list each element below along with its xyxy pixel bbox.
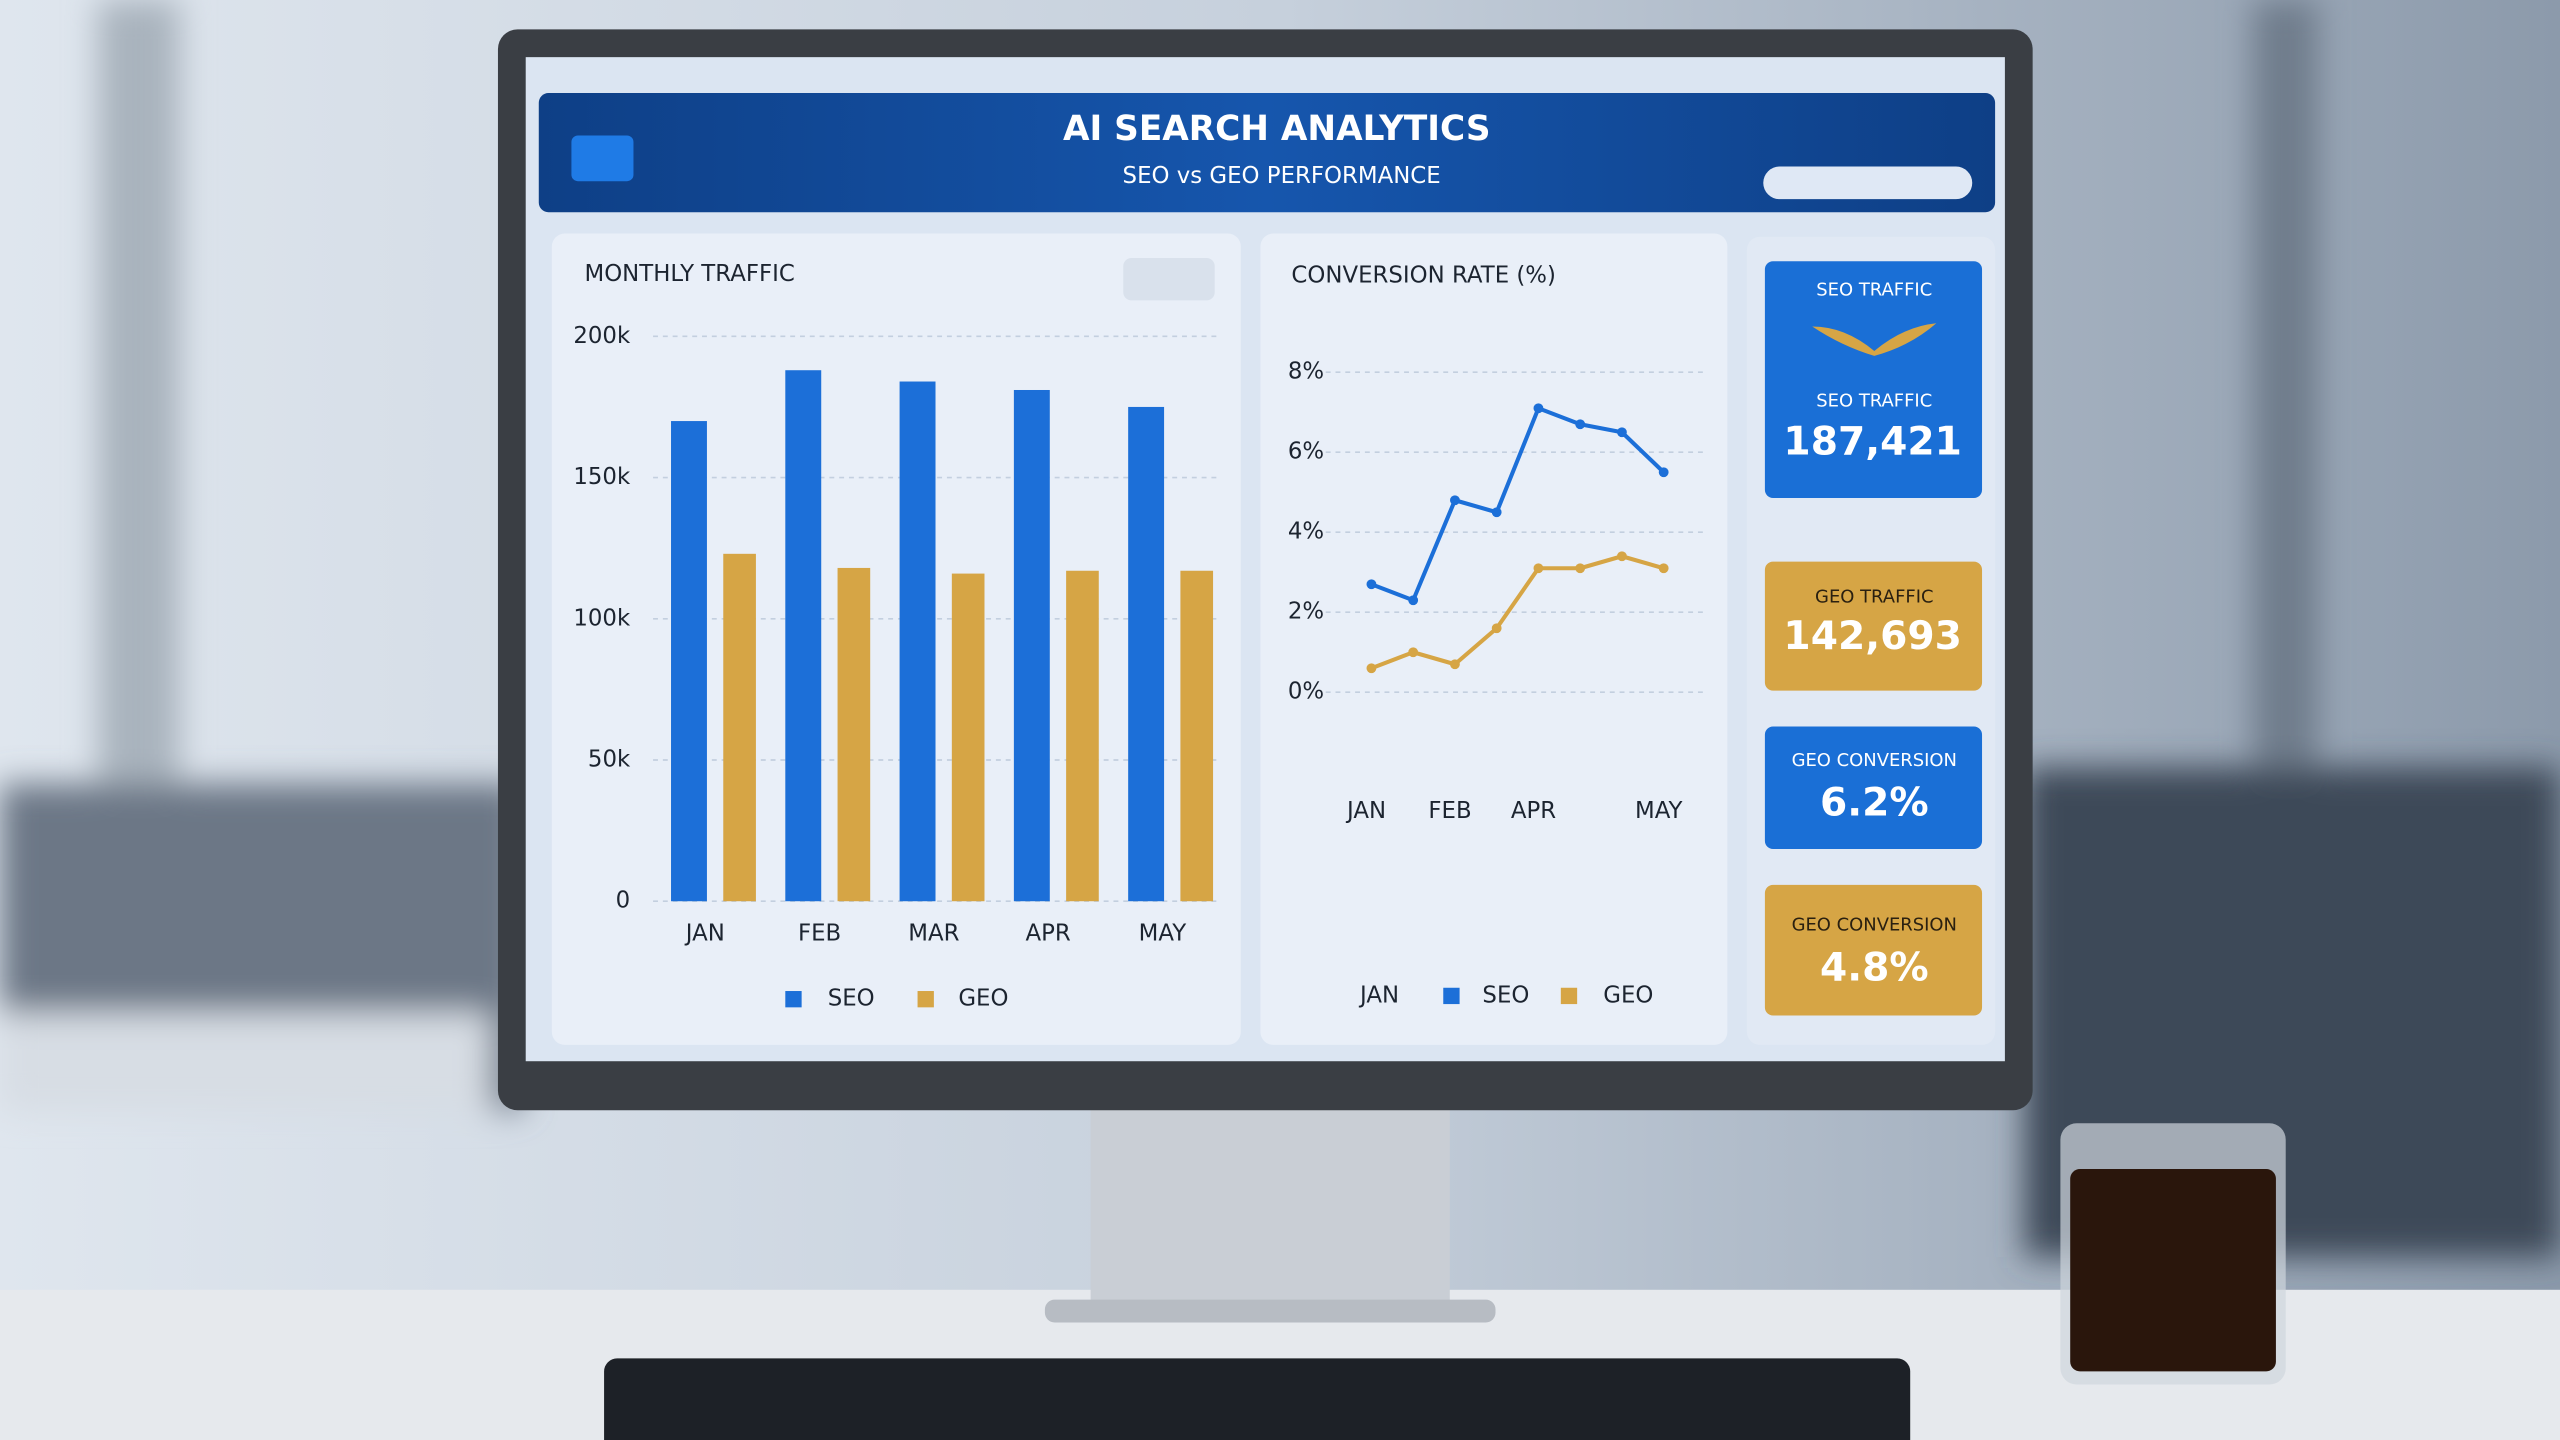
kpi-label: GEO CONVERSION xyxy=(1792,750,1957,771)
bar xyxy=(785,370,822,902)
y-tick-label: 200k xyxy=(573,323,631,349)
x-tick-label: JAN xyxy=(1345,798,1386,824)
kpi-value: 187,421 xyxy=(1783,420,1961,465)
bar xyxy=(837,567,871,902)
x-tick-label: MAY xyxy=(1635,798,1683,824)
legend-label: SEO xyxy=(1482,982,1529,1008)
point xyxy=(1617,427,1627,438)
panel-tools[interactable] xyxy=(1123,257,1215,301)
kpi-value: 6.2% xyxy=(1820,780,1929,825)
point xyxy=(1575,419,1586,430)
legend-swatch xyxy=(917,991,934,1008)
point xyxy=(1408,647,1419,658)
kpi-value: 142,693 xyxy=(1783,614,1961,659)
point xyxy=(1450,495,1460,506)
coffee xyxy=(2070,1168,2276,1372)
monitor-base xyxy=(1044,1299,1496,1323)
panel-title: CONVERSION RATE (%) xyxy=(1291,262,1556,288)
point xyxy=(1658,563,1669,574)
kpi-label: GEO CONVERSION xyxy=(1792,915,1957,936)
x-tick-label: MAR xyxy=(908,920,959,946)
legend-label: GEO xyxy=(958,986,1008,1012)
y-tick-label: 0% xyxy=(1288,679,1324,705)
y-tick-label: 100k xyxy=(573,605,631,631)
bar xyxy=(1066,570,1099,902)
point xyxy=(1366,579,1377,590)
kpi-card xyxy=(1764,726,1983,849)
y-tick-label: 6% xyxy=(1288,439,1324,465)
point xyxy=(1533,563,1544,574)
point xyxy=(1617,551,1627,562)
bar xyxy=(899,381,936,902)
header-controls[interactable] xyxy=(1763,166,1973,200)
panel-title: MONTHLY TRAFFIC xyxy=(584,261,794,287)
legend-label: GEO xyxy=(1603,982,1653,1008)
kpi-card xyxy=(1764,884,1983,1016)
x-tick-label: JAN xyxy=(684,920,725,946)
point xyxy=(1408,595,1419,606)
point xyxy=(1366,663,1377,674)
x-tick-label: FEB xyxy=(798,920,841,946)
keyboard xyxy=(604,1358,1911,1440)
x-tick-label: MAY xyxy=(1139,920,1187,946)
bar xyxy=(671,421,707,902)
y-tick-label: 2% xyxy=(1288,599,1324,625)
x-tick-label: FEB xyxy=(1428,798,1471,824)
x-tick-label: APR xyxy=(1026,920,1071,946)
bar xyxy=(723,553,756,902)
bar xyxy=(951,573,985,902)
x-tick-label: APR xyxy=(1511,798,1556,824)
kpi-value: 4.8% xyxy=(1820,945,1929,990)
point xyxy=(1533,403,1544,414)
line xyxy=(1370,406,1666,603)
line xyxy=(1370,554,1665,671)
y-tick-label: 4% xyxy=(1288,519,1324,545)
header-title: AI SEARCH ANALYTICS xyxy=(1063,109,1491,149)
kpi-label: GEO TRAFFIC xyxy=(1815,587,1933,608)
kpi-top: SEO TRAFFIC xyxy=(1816,280,1932,301)
kpi-icon xyxy=(1812,323,1937,356)
header-bar xyxy=(538,93,1996,213)
point xyxy=(1575,563,1586,574)
y-tick-label: 50k xyxy=(588,746,631,772)
point xyxy=(1491,507,1502,518)
legend-swatch xyxy=(785,991,802,1008)
kpi-label: SEO TRAFFIC xyxy=(1816,391,1932,412)
legend-label: SEO xyxy=(828,986,875,1012)
kpi-card xyxy=(1764,261,1983,498)
header-subtitle: SEO vs GEO PERFORMANCE xyxy=(1123,163,1441,189)
y-tick-label: 0 xyxy=(616,888,631,914)
point xyxy=(1450,659,1460,670)
bar xyxy=(1128,406,1165,902)
y-tick-label: 150k xyxy=(573,464,631,490)
menu-button[interactable] xyxy=(571,135,634,182)
bar xyxy=(1180,570,1214,902)
conversion-panel xyxy=(1260,233,1728,1045)
legend-swatch xyxy=(1560,987,1578,1005)
point xyxy=(1658,467,1669,478)
kpi-card xyxy=(1764,561,1983,691)
y-tick-label: 8% xyxy=(1288,359,1324,385)
x-tick-label: JAN xyxy=(1358,982,1399,1008)
monitor-stand xyxy=(1090,1093,1450,1307)
bar xyxy=(1013,389,1050,902)
legend-swatch xyxy=(1443,987,1460,1005)
point xyxy=(1491,623,1502,634)
